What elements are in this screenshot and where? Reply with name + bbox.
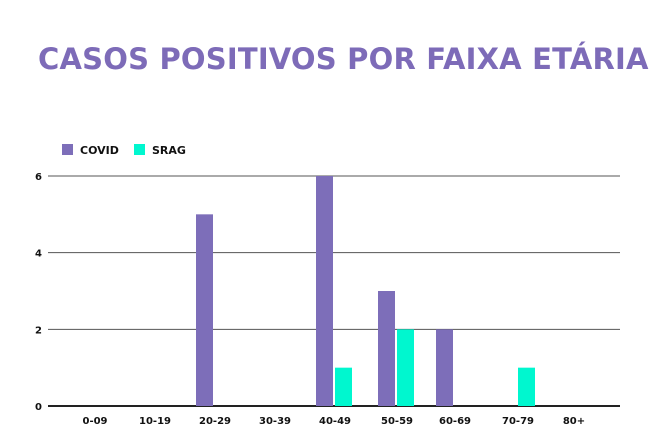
bar-srag	[397, 329, 414, 406]
bar-covid	[436, 329, 453, 406]
x-tick-label: 30-39	[259, 416, 291, 427]
x-tick-label: 20-29	[199, 416, 231, 427]
y-tick-label: 2	[35, 325, 42, 336]
bar-covid	[316, 176, 333, 406]
legend-swatch-srag	[134, 144, 145, 155]
x-tick-label: 60-69	[439, 416, 471, 427]
legend-label-srag: SRAG	[152, 144, 186, 157]
y-tick-label: 6	[35, 172, 42, 183]
x-tick-label: 70-79	[502, 416, 534, 427]
bar-srag	[518, 367, 535, 406]
bar-covid	[378, 291, 395, 406]
x-tick-label: 0-09	[82, 416, 107, 427]
y-tick-label: 4	[35, 249, 42, 260]
bar-srag	[335, 367, 352, 406]
x-tick-label: 40-49	[319, 416, 351, 427]
y-tick-label: 0	[35, 402, 42, 413]
bar-covid	[196, 214, 213, 406]
x-tick-label: 80+	[563, 416, 585, 427]
legend-swatch-covid	[62, 144, 73, 155]
chart-title: CASOS POSITIVOS POR FAIXA ETÁRIA	[38, 42, 649, 76]
legend-label-covid: COVID	[80, 144, 119, 157]
x-tick-label: 50-59	[381, 416, 413, 427]
x-tick-label: 10-19	[139, 416, 171, 427]
